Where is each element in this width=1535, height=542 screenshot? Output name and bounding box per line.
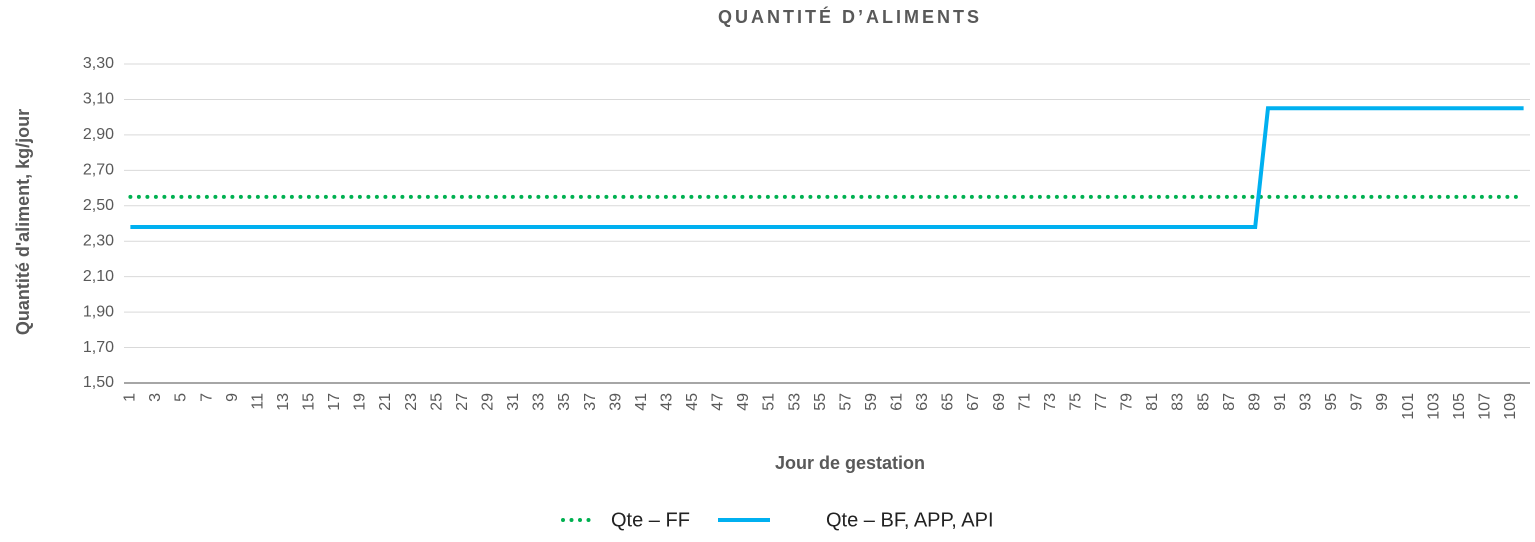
x-tick-label: 81 — [1144, 393, 1161, 411]
x-tick-label: 5 — [173, 393, 190, 402]
x-tick-label: 3 — [147, 393, 164, 402]
x-tick-label: 15 — [301, 393, 318, 411]
x-tick-label: 13 — [275, 393, 292, 411]
chart-title: QUANTITÉ D’ALIMENTS — [718, 6, 982, 27]
x-tick-label: 73 — [1042, 393, 1059, 411]
y-tick-label: 2,30 — [83, 232, 114, 249]
y-tick-label: 1,70 — [83, 339, 114, 356]
x-tick-label: 27 — [454, 393, 471, 411]
x-tick-label: 63 — [914, 393, 931, 411]
y-tick-label: 2,10 — [83, 268, 114, 285]
x-tick-label: 107 — [1476, 393, 1493, 420]
x-tick-label: 67 — [965, 393, 982, 411]
x-tick-label: 97 — [1349, 393, 1366, 411]
x-tick-label: 1 — [122, 393, 139, 402]
x-tick-label: 105 — [1451, 393, 1468, 420]
x-tick-label: 77 — [1093, 393, 1110, 411]
x-tick-label: 47 — [710, 393, 727, 411]
x-tick-label: 7 — [198, 393, 215, 402]
x-tick-label: 75 — [1067, 393, 1084, 411]
x-tick-label: 85 — [1195, 393, 1212, 411]
x-tick-label: 79 — [1119, 393, 1136, 411]
y-tick-label: 2,90 — [83, 126, 114, 143]
y-tick-label: 3,30 — [83, 55, 114, 72]
y-axis-title: Quantité d'aliment, kg/jour — [13, 109, 33, 335]
x-tick-label: 51 — [761, 393, 778, 411]
y-tick-label: 2,70 — [83, 162, 114, 179]
x-tick-label: 23 — [403, 393, 420, 411]
x-tick-label: 53 — [786, 393, 803, 411]
x-tick-label: 93 — [1298, 393, 1315, 411]
series-line — [130, 106, 1524, 230]
x-tick-label: 19 — [352, 393, 369, 411]
x-tick-label: 101 — [1400, 393, 1417, 420]
x-tick-label: 99 — [1374, 393, 1391, 411]
x-tick-label: 59 — [863, 393, 880, 411]
x-tick-label: 11 — [249, 393, 266, 410]
x-tick-label: 49 — [735, 393, 752, 411]
legend-label: Qte – BF, APP, API — [826, 509, 994, 531]
x-tick-label: 35 — [556, 393, 573, 411]
x-tick-label: 21 — [377, 393, 394, 411]
x-axis-title: Jour de gestation — [775, 453, 925, 473]
x-tick-label: 17 — [326, 393, 343, 411]
x-tick-label: 45 — [684, 393, 701, 411]
x-tick-label: 95 — [1323, 393, 1340, 411]
x-tick-label: 87 — [1221, 393, 1238, 411]
x-tick-label: 29 — [480, 393, 497, 411]
x-tick-label: 89 — [1246, 393, 1263, 411]
legend-label: Qte – FF — [611, 509, 690, 531]
x-tick-label: 109 — [1502, 393, 1519, 420]
y-tick-label: 1,90 — [83, 303, 114, 320]
y-tick-label: 1,50 — [83, 374, 114, 391]
x-tick-label: 55 — [812, 393, 829, 411]
x-tick-label: 37 — [582, 393, 599, 411]
x-tick-label: 31 — [505, 393, 522, 411]
x-tick-label: 41 — [633, 393, 650, 411]
x-tick-label: 43 — [658, 393, 675, 411]
y-tick-label: 3,10 — [83, 91, 114, 108]
x-tick-label: 103 — [1425, 393, 1442, 420]
x-tick-label: 9 — [224, 393, 241, 402]
x-tick-label: 91 — [1272, 393, 1289, 411]
x-tick-label: 65 — [940, 393, 957, 411]
x-tick-label: 33 — [531, 393, 548, 411]
x-tick-label: 61 — [889, 393, 906, 411]
y-tick-label: 2,50 — [83, 197, 114, 214]
x-tick-label: 57 — [837, 393, 854, 411]
x-tick-label: 39 — [607, 393, 624, 411]
x-tick-label: 83 — [1170, 393, 1187, 411]
x-tick-label: 25 — [428, 393, 445, 411]
x-tick-label: 69 — [991, 393, 1008, 411]
x-tick-label: 71 — [1016, 393, 1033, 411]
